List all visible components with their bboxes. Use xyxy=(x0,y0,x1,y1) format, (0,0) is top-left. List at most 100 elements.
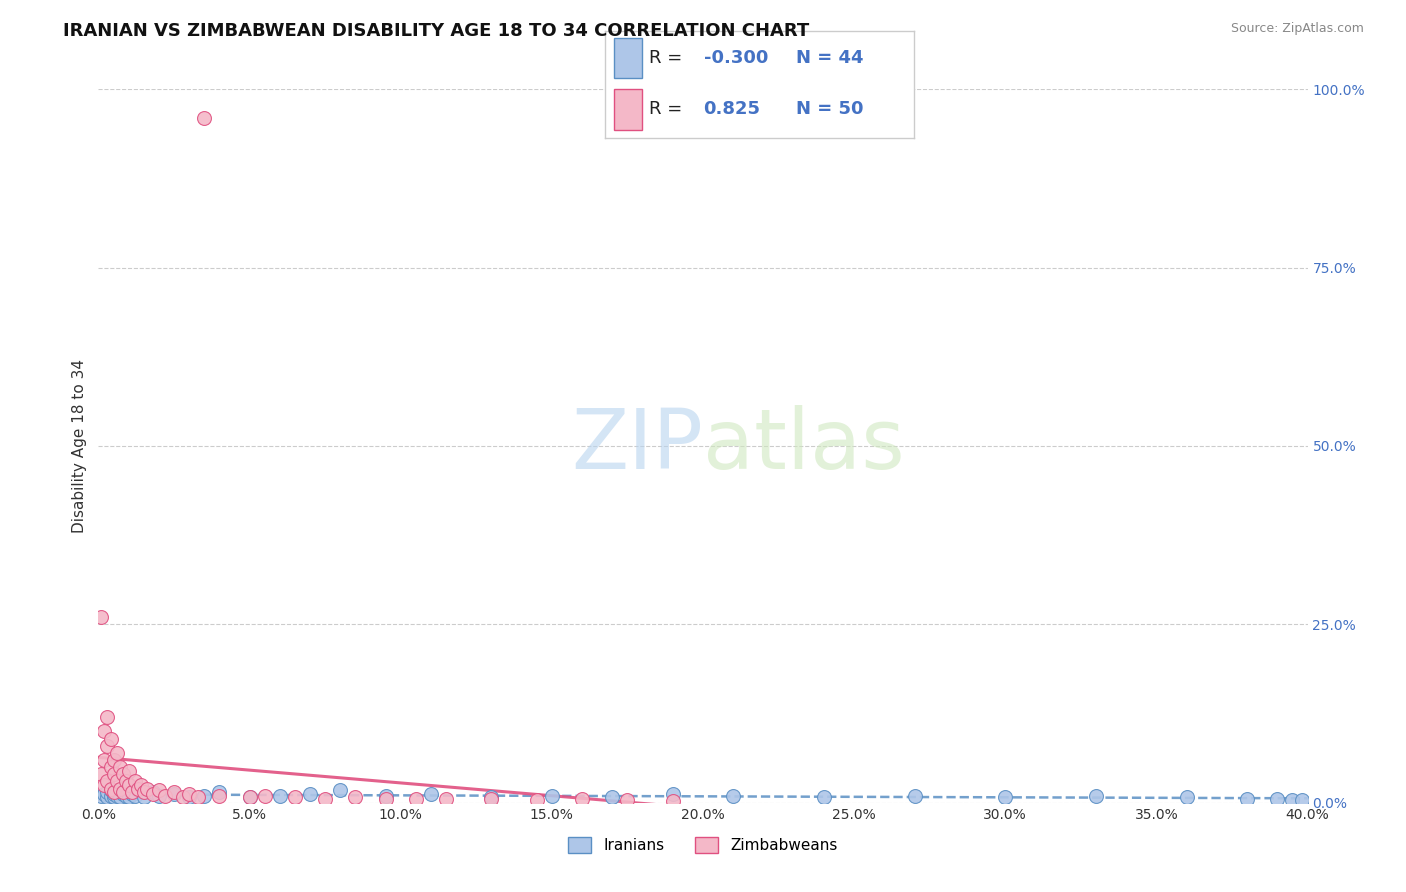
Point xyxy=(481,790,503,805)
Text: -0.300: -0.300 xyxy=(703,49,768,67)
Point xyxy=(100,781,122,796)
Point xyxy=(96,710,118,724)
Point xyxy=(90,789,112,803)
Text: R =: R = xyxy=(650,49,689,67)
Point xyxy=(661,787,683,801)
Text: ZIP: ZIP xyxy=(571,406,703,486)
Point xyxy=(813,790,835,805)
Point xyxy=(96,790,118,805)
Bar xyxy=(614,37,641,78)
Point xyxy=(153,789,176,803)
Point xyxy=(723,789,745,803)
Point xyxy=(661,794,683,808)
Point xyxy=(374,789,396,803)
Point xyxy=(96,774,118,789)
Point xyxy=(132,785,155,799)
Point xyxy=(571,792,593,806)
Point xyxy=(904,789,927,803)
Legend: Iranians, Zimbabweans: Iranians, Zimbabweans xyxy=(562,831,844,859)
Point xyxy=(100,789,122,803)
Point xyxy=(142,787,165,801)
Point xyxy=(179,787,201,801)
Point xyxy=(1281,793,1303,807)
Point xyxy=(239,790,262,805)
Text: 0.825: 0.825 xyxy=(703,101,761,119)
Point xyxy=(111,785,134,799)
Point xyxy=(121,785,143,799)
Point xyxy=(100,731,122,746)
Point xyxy=(163,785,186,799)
Text: N = 50: N = 50 xyxy=(796,101,863,119)
Point xyxy=(103,767,125,781)
Point xyxy=(163,787,186,801)
Point xyxy=(108,790,131,805)
Point xyxy=(108,760,131,774)
Point xyxy=(994,790,1017,805)
Point xyxy=(103,787,125,801)
Point xyxy=(105,789,128,803)
Point xyxy=(405,792,427,806)
Point xyxy=(90,610,112,624)
Point xyxy=(314,791,336,805)
Point xyxy=(1267,792,1289,806)
Point xyxy=(118,778,141,792)
Point xyxy=(1291,793,1313,807)
Point xyxy=(193,111,215,125)
Point xyxy=(93,787,115,801)
Point xyxy=(124,789,146,803)
Point xyxy=(526,793,548,807)
Text: IRANIAN VS ZIMBABWEAN DISABILITY AGE 18 TO 34 CORRELATION CHART: IRANIAN VS ZIMBABWEAN DISABILITY AGE 18 … xyxy=(63,22,810,40)
Point xyxy=(103,753,125,767)
Point xyxy=(105,746,128,760)
Point xyxy=(193,789,215,803)
Point xyxy=(114,789,136,803)
Point xyxy=(124,774,146,789)
Point xyxy=(118,790,141,805)
Point xyxy=(1236,791,1258,805)
Point xyxy=(374,791,396,805)
Bar xyxy=(614,89,641,129)
Point xyxy=(127,783,149,797)
Point xyxy=(132,790,155,805)
Point xyxy=(420,787,443,801)
Point xyxy=(481,792,503,806)
Point xyxy=(1085,789,1108,803)
Point xyxy=(100,760,122,774)
Point xyxy=(1175,790,1198,805)
Text: Source: ZipAtlas.com: Source: ZipAtlas.com xyxy=(1230,22,1364,36)
Y-axis label: Disability Age 18 to 34: Disability Age 18 to 34 xyxy=(72,359,87,533)
Point xyxy=(111,787,134,801)
Point xyxy=(299,787,322,801)
Point xyxy=(114,774,136,789)
Point xyxy=(329,783,352,797)
Point xyxy=(105,785,128,799)
Point xyxy=(269,789,291,803)
Point xyxy=(93,778,115,792)
Point xyxy=(208,789,231,803)
Point xyxy=(616,793,638,807)
Point xyxy=(142,785,165,799)
Point xyxy=(602,790,624,805)
Point xyxy=(121,787,143,801)
Point xyxy=(172,790,194,805)
Point xyxy=(187,790,209,805)
Point xyxy=(208,785,231,799)
Point xyxy=(108,781,131,796)
Point xyxy=(540,789,562,803)
Point xyxy=(344,790,367,805)
Point xyxy=(129,778,152,792)
Point xyxy=(103,785,125,799)
Point xyxy=(284,790,307,805)
Point xyxy=(179,790,201,805)
Point xyxy=(105,774,128,789)
Point xyxy=(96,785,118,799)
Point xyxy=(90,767,112,781)
Text: R =: R = xyxy=(650,101,689,119)
Point xyxy=(118,764,141,778)
Point xyxy=(253,789,276,803)
Point xyxy=(148,783,170,797)
Point xyxy=(96,739,118,753)
Point xyxy=(103,790,125,805)
Point xyxy=(93,753,115,767)
Point xyxy=(239,790,262,805)
